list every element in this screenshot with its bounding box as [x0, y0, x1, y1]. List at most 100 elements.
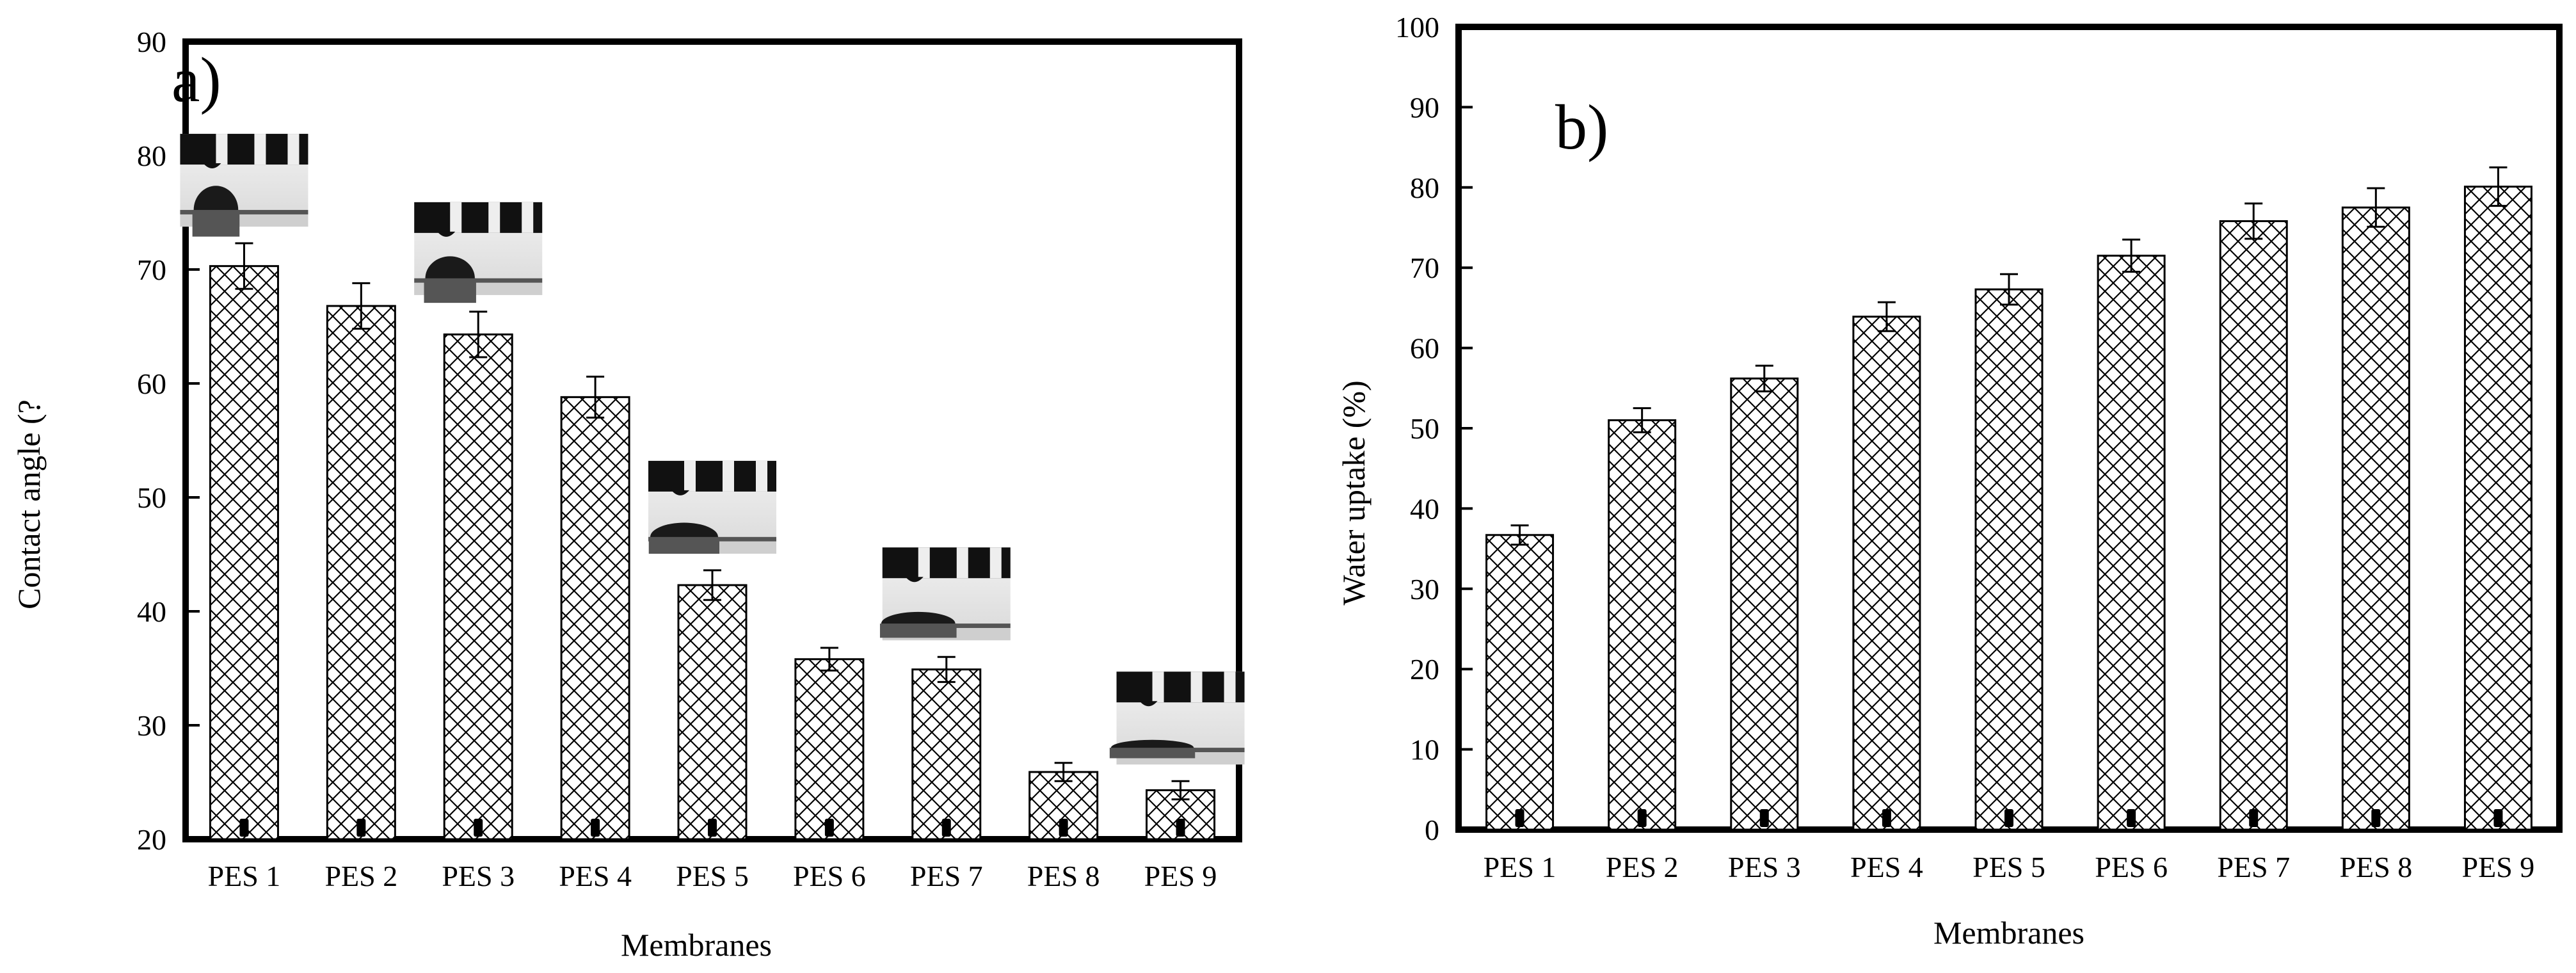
x-tick-label: PES 2 [1606, 851, 1679, 883]
y-tick-label: 40 [137, 595, 166, 628]
error-bar [1171, 780, 1190, 801]
y-tick-label: 10 [1410, 734, 1439, 766]
error-bar [937, 655, 956, 683]
x-tick-label: PES 6 [793, 860, 866, 892]
x-tick-label: PES 6 [2095, 851, 2168, 883]
x-tick-label: PES 9 [1144, 860, 1217, 892]
y-tick-label: 30 [137, 709, 166, 742]
x-tick-label: PES 7 [2217, 851, 2290, 883]
x-tick-label: PES 4 [559, 860, 632, 892]
y-tick-label: 80 [137, 140, 166, 172]
error-bar [352, 282, 371, 330]
x-tick-label: PES 9 [2462, 851, 2535, 883]
x-tick-label: PES 5 [676, 860, 749, 892]
error-bar [820, 647, 838, 672]
error-bar [2367, 187, 2385, 228]
y-tick-label: 50 [1410, 412, 1439, 445]
x-tick-label: PES 4 [1850, 851, 1923, 883]
y-tick-label: 30 [1410, 573, 1439, 606]
bar-base-mark [1637, 809, 1647, 827]
panel-label: b) [1555, 92, 1608, 163]
bar-base-mark [591, 819, 600, 837]
x-axis-title: Membranes [1933, 915, 2084, 951]
bar-base-mark [1176, 819, 1185, 837]
bar-pes-3 [1730, 377, 1799, 831]
bar-base-mark [2249, 809, 2259, 827]
y-tick-label: 60 [1410, 332, 1439, 365]
bar-pes-7 [911, 668, 982, 840]
error-bar [2122, 238, 2141, 273]
droplet-photo [648, 460, 776, 554]
bar-base-mark [2127, 809, 2136, 827]
bar-pes-5 [677, 584, 748, 840]
bar-base-mark [474, 819, 483, 837]
y-tick-label: 40 [1410, 492, 1439, 525]
bar-pes-1 [1485, 534, 1555, 831]
bar-series [209, 242, 1216, 840]
x-tick-label: PES 1 [1484, 851, 1556, 883]
bar-base-mark [356, 819, 366, 837]
y-axis-title: Contact angle (? [11, 399, 47, 609]
panel-label: a) [172, 44, 221, 115]
y-axis-title: Water uptake (%) [1336, 380, 1372, 605]
bar-base-mark [1515, 809, 1524, 827]
bar-base-mark [824, 819, 834, 837]
bar-base-mark [1059, 819, 1068, 837]
bar-pes-1 [209, 265, 279, 840]
droplet-photo [414, 202, 543, 303]
y-tick-label: 20 [137, 823, 166, 856]
bar-base-mark [2371, 809, 2381, 827]
x-axis: PES 1 PES 2 PES 3 PES 4 PES 5 PES 6 PES 7 PES 8… [1484, 851, 2535, 883]
x-tick-label: PES 1 [208, 860, 281, 892]
x-tick-label: PES 8 [2339, 851, 2412, 883]
y-tick-label: 100 [1395, 11, 1439, 44]
bar-pes-2 [326, 305, 396, 840]
bar-pes-5 [1974, 288, 2044, 831]
bar-pes-6 [794, 658, 865, 840]
droplet-insets [180, 134, 1245, 765]
error-bar [235, 242, 253, 290]
y-tick-label: 20 [1410, 653, 1439, 686]
y-tick-label: 80 [1410, 172, 1439, 204]
y-tick-label: 70 [1410, 252, 1439, 284]
bar-base-mark [239, 819, 249, 837]
bar-series [1485, 166, 2532, 831]
bar-pes-6 [2097, 254, 2166, 831]
bar-pes-4 [1852, 316, 1921, 831]
error-bar [1755, 364, 1773, 392]
droplet-photo [1109, 671, 1245, 765]
error-bar [1633, 407, 1651, 433]
y-tick-label: 90 [137, 26, 166, 58]
error-bar [2000, 273, 2018, 306]
x-axis-title: Membranes [621, 927, 772, 963]
error-bar [703, 569, 721, 601]
droplet-photo [180, 134, 308, 237]
error-bar [2489, 166, 2508, 207]
bar-base-mark [708, 819, 717, 837]
error-bar [586, 375, 605, 419]
bar-base-mark [2493, 809, 2503, 827]
x-tick-label: PES 3 [442, 860, 515, 892]
y-tick-label: 90 [1410, 91, 1439, 124]
x-tick-label: PES 5 [1972, 851, 2045, 883]
error-bar [1054, 762, 1073, 782]
bar-pes-4 [560, 396, 630, 840]
bar-base-mark [1882, 809, 1891, 827]
droplet-photo [879, 547, 1011, 641]
bar-pes-2 [1608, 419, 1677, 831]
error-bar [1510, 524, 1529, 546]
bar-base-mark [2004, 809, 2013, 827]
bar-base-mark [1759, 809, 1769, 827]
x-tick-label: PES 8 [1027, 860, 1100, 892]
y-axis: 0 10 20 30 40 50 60 70 80 90 100 [1395, 11, 1473, 846]
y-tick-label: 0 [1425, 814, 1439, 846]
error-bar [1877, 301, 1896, 332]
bar-pes-9 [2463, 186, 2532, 831]
contact-angle-chart: a) 20 30 40 50 60 70 80 90 PES 1 PES 2 PES 3 PES 4… [11, 26, 1245, 963]
error-bar [469, 310, 488, 358]
bar-pes-3 [443, 333, 513, 840]
water-uptake-chart: b) 0 10 20 30 40 50 60 70 80 90 100 PES 1 PES 2 PES … [1336, 11, 2563, 951]
bar-base-mark [941, 819, 951, 837]
y-tick-label: 70 [137, 253, 166, 286]
